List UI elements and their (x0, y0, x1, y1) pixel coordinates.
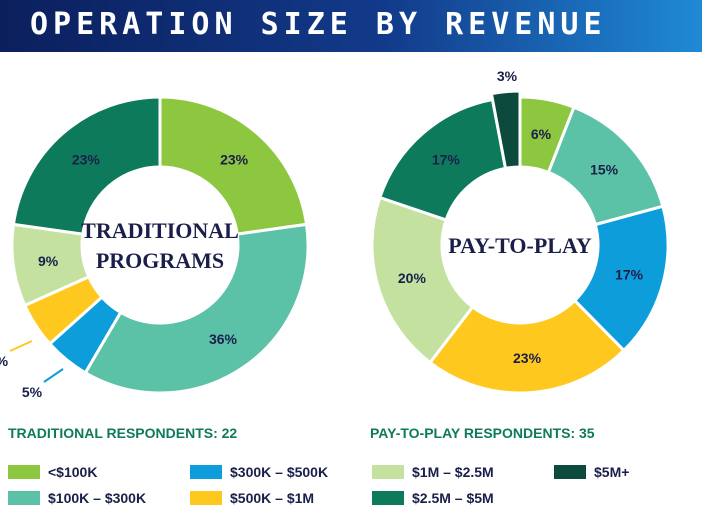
slice-label: 23% (513, 350, 542, 366)
legend-item-under-100k: <$100K (8, 463, 97, 481)
legend-swatch (372, 465, 404, 479)
legend-label: $1M – $2.5M (412, 464, 494, 480)
slice-label: 17% (615, 267, 644, 283)
traditional-respondents-label: TRADITIONAL RESPONDENTS: 22 (8, 425, 238, 441)
legend-item-2-5m-5m: $2.5M – $5M (372, 489, 494, 507)
slice-label: 23% (220, 152, 249, 168)
pay-to-play-respondents-label: PAY-TO-PLAY RESPONDENTS: 35 (370, 425, 595, 441)
donut-pay-to-play: 6% 15% 17% 23% 20% 17% 3% PAY-TO-PLAY (370, 68, 670, 395)
legend-item-500k-1m: $500K – $1M (190, 489, 314, 507)
legend-label: <$100K (48, 464, 98, 480)
legend-label: $100K – $300K (48, 490, 147, 506)
slice-label: 36% (209, 331, 238, 347)
center-label: PROGRAMS (96, 248, 224, 273)
donut-slice (11, 95, 162, 236)
slice-label: 17% (432, 152, 461, 168)
donut-slice (158, 95, 309, 236)
legend-label: $300K – $500K (230, 464, 329, 480)
callout-line (9, 340, 33, 352)
legend-item-1m-2-5m: $1M – $2.5M (372, 463, 494, 481)
chart-title: OPERATION SIZE BY REVENUE (30, 7, 607, 42)
legend-swatch (372, 491, 404, 505)
donut-slice (427, 298, 626, 395)
legend-swatch (190, 465, 222, 479)
legend-label: $2.5M – $5M (412, 490, 494, 506)
legend-label: $500K – $1M (230, 490, 315, 506)
legend-swatch (554, 465, 586, 479)
legend-item-5m-plus: $5M+ (554, 463, 629, 481)
title-banner: OPERATION SIZE BY REVENUE (0, 0, 702, 52)
slice-label: 15% (590, 162, 619, 178)
legend-swatch (190, 491, 222, 505)
slice-label: 9% (38, 253, 59, 269)
donut-slice (489, 89, 522, 171)
slice-label: 6% (531, 126, 552, 142)
legend-swatch (8, 491, 40, 505)
slice-label: 5% (22, 384, 43, 400)
slice-label: 23% (72, 152, 101, 168)
callout-line (43, 368, 64, 383)
donut-charts: 23% 36% 5% 5% 9% 23% TRADITIONAL PROGRAMS 6% 15%… (0, 68, 670, 400)
legend-item-100k-300k: $100K – $300K (8, 489, 146, 507)
legend-label: $5M+ (594, 464, 630, 480)
donut-slice (83, 222, 310, 395)
donut-slice (370, 195, 475, 365)
legend-swatch (8, 465, 40, 479)
center-label: TRADITIONAL (81, 218, 239, 243)
slice-label: 20% (398, 270, 427, 286)
legend-item-300k-500k: $300K – $500K (190, 463, 328, 481)
slice-label: 5% (0, 353, 9, 369)
slice-label: 3% (497, 68, 518, 84)
center-label: PAY-TO-PLAY (448, 233, 592, 258)
donut-traditional: 23% 36% 5% 5% 9% 23% TRADITIONAL PROGRAMS (0, 95, 310, 400)
